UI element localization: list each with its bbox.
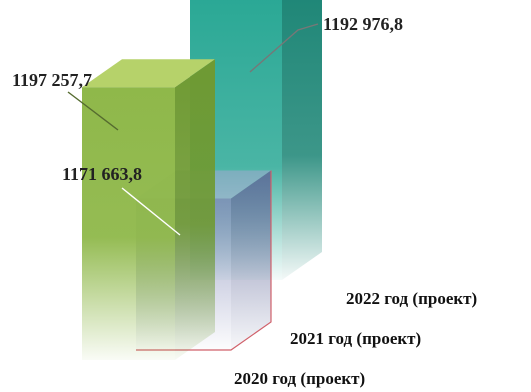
bar-2020-front (82, 87, 175, 361)
value-label-2022: 1192 976,8 (323, 14, 403, 34)
leader-line-2021 (121, 187, 181, 236)
category-label-2020: 2020 год (проект) (234, 369, 365, 388)
bar-2022-side (282, 0, 322, 280)
value-label-2020: 1197 257,7 (12, 70, 92, 90)
leader-line-2022 (249, 23, 319, 73)
leader-line-2020 (67, 91, 119, 131)
bar-2020-side (175, 59, 215, 361)
bar-2020-top (82, 59, 215, 88)
category-label-2021: 2021 год (проект) (290, 329, 421, 348)
bar-2020 (82, 59, 215, 361)
value-label-2021: 1171 663,8 (62, 164, 142, 184)
bar-2021-side (231, 170, 271, 350)
category-label-2022: 2022 год (проект) (346, 289, 477, 308)
